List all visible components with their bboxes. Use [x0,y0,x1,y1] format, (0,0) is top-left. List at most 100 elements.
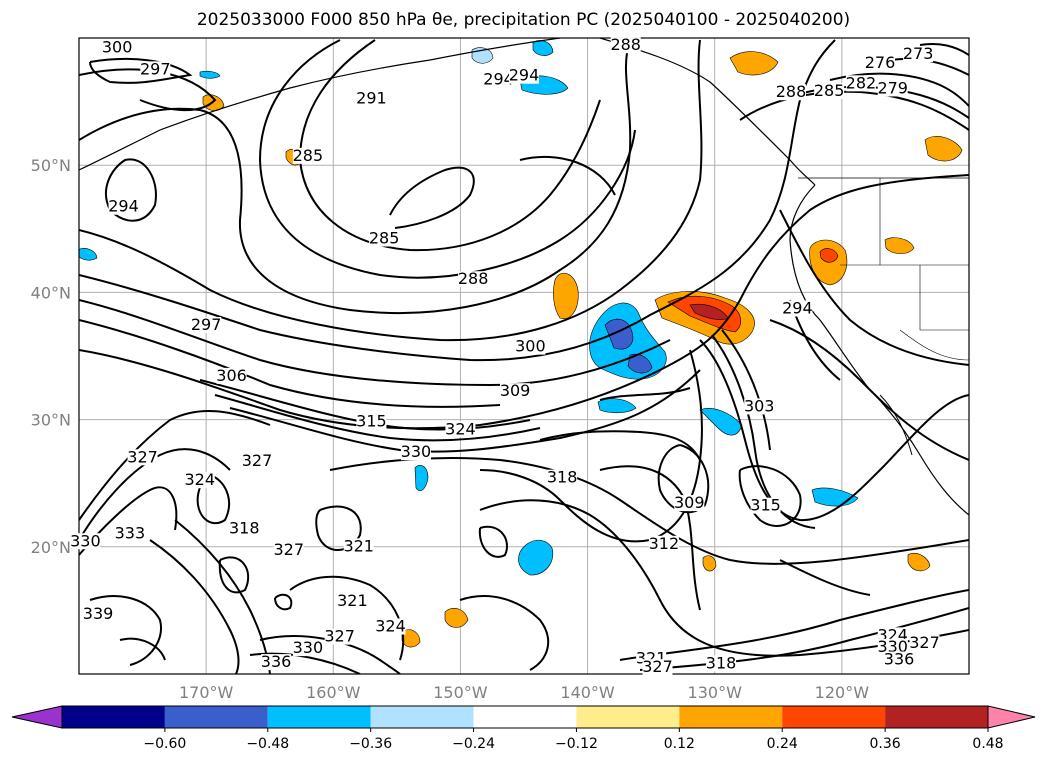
contour-line [149,539,240,674]
contour-label: 303 [744,396,775,415]
contour-line [539,430,701,461]
precip-neg-i [79,248,98,261]
contour-label: 282 [846,73,877,92]
contour-line [258,39,636,279]
contour-label: 324 [445,419,476,438]
contour-label: 327 [242,451,273,470]
contour-label-bg [343,538,374,555]
contour-line [79,39,632,315]
contour-line [259,635,401,674]
contour-label: 294 [483,70,514,89]
contour-label-bg [776,84,806,101]
colorbar-extend-low [11,705,63,729]
colorbar-tick-label: −0.48 [246,736,289,752]
contour-label: 318 [547,468,578,487]
colorbar-tick-label: −0.12 [555,736,598,752]
precip-pos-sw [444,607,469,628]
lon-label: 170°W [179,683,234,702]
contour-line [249,652,361,674]
contour-label-bg [102,39,133,56]
lon-label: 140°W [560,683,615,702]
contour-line [739,90,969,131]
colorbar-swatch [576,706,680,728]
contour-label: 273 [903,44,934,63]
contour-label: 336 [261,652,292,671]
contour-label: 339 [83,604,114,623]
contour-line [389,166,475,229]
contour-line [779,209,969,366]
contour-label-bg [292,640,323,657]
contour-label-bg [706,655,737,672]
contour-label-bg [229,520,260,537]
contour-label: 327 [274,540,305,559]
precip-pos-ne-2 [924,136,963,162]
contour-label-bg [375,618,406,635]
contour-label: 288 [776,82,807,101]
alaska-coast [599,38,816,186]
contour-label-bg [845,75,876,92]
colorbar-swatch [62,706,165,728]
contour-line [119,637,166,661]
colorbar-swatch [782,706,886,728]
contour-label-bg [191,317,222,334]
contour-line [229,369,701,453]
longitude-labels: 170°W 160°W 150°W 140°W 130°W 120°W [179,683,869,702]
contour-label-bg [674,495,705,512]
contour-label-bg [884,651,915,668]
contour-line [214,394,541,442]
contour-label-bg [814,82,845,99]
contour-label: 300 [515,337,546,356]
precip-negative-core [604,318,634,350]
lon-label: 120°W [815,683,870,702]
contour-label-bg [108,198,139,215]
contour-label-bg [610,37,641,54]
colorbar-tick-label: 0.36 [870,736,901,752]
contour-label-bg [70,533,101,550]
contour-label: 276 [865,53,896,72]
contour-line [298,39,601,252]
contour-label-bg [356,90,387,107]
contour-label-bg [369,230,400,247]
contour-label: 285 [369,229,400,248]
contour-label-bg [216,367,247,384]
contour-line [699,339,969,522]
contour-label-bg [909,635,940,652]
alaska-aleutians [79,38,561,171]
lat-label: 20°N [31,538,71,557]
colorbar-swatch [885,706,988,728]
contour-label: 312 [649,534,680,553]
contour-label: 291 [356,89,387,108]
lon-label: 130°W [688,683,743,702]
contour-label: 324 [375,616,406,635]
contour-line [599,387,691,401]
precip-neg-g [414,465,429,491]
lat-label: 50°N [31,156,71,175]
colorbar-swatch [473,706,577,728]
contour-label: 321 [343,536,374,555]
contour-line [79,410,271,521]
contour-label-bg [114,525,145,542]
contour-label: 297 [140,59,171,78]
contour-label-bg [140,61,171,78]
contour-line [919,43,969,56]
contour-label-bg [865,54,895,71]
precip-pos-a [884,237,915,254]
contour-line [79,299,671,387]
map-title: 2025033000 F000 850 hPa θe, precipitatio… [196,10,851,30]
contour-label: 333 [115,524,146,543]
contour-line [329,457,969,565]
contour-label-bg [877,80,908,97]
contour-label: 321 [337,591,368,610]
contour-line [829,72,969,107]
contour-label-bg [324,628,355,645]
colorbar-tick-label: 0.12 [664,736,695,752]
contour-line [79,486,178,556]
contour-label: 327 [127,447,158,466]
contour-label-bg [400,444,431,461]
contour-label: 309 [674,493,705,512]
contour-label: 336 [884,650,915,669]
contour-label: 327 [909,633,940,652]
lat-label: 30°N [31,411,71,430]
